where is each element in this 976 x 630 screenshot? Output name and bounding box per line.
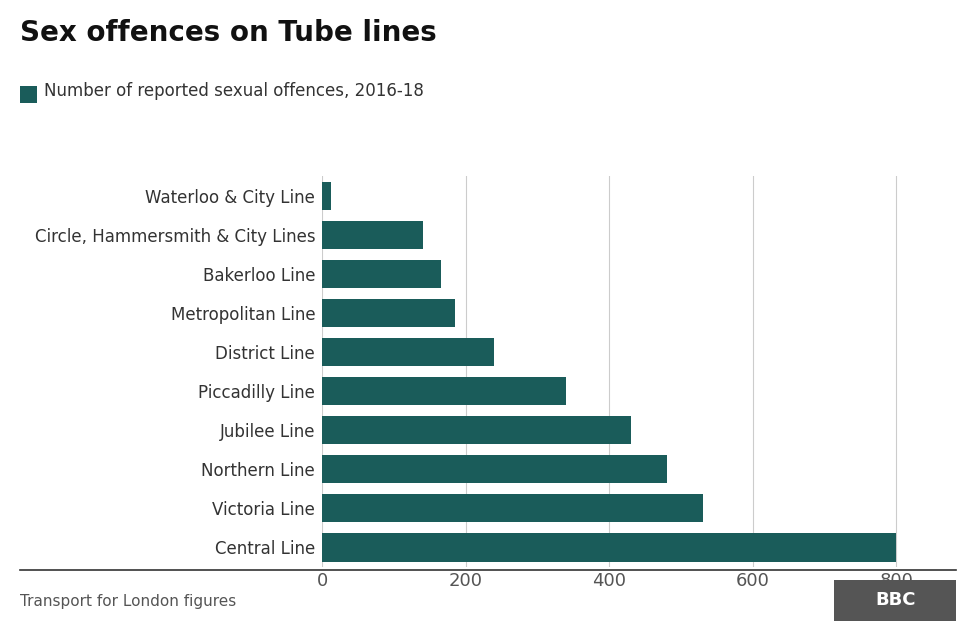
Bar xyxy=(322,416,630,444)
Bar xyxy=(322,534,897,561)
Bar xyxy=(322,299,455,327)
Bar xyxy=(322,221,423,249)
Bar xyxy=(322,260,440,288)
Bar xyxy=(322,338,495,366)
Bar xyxy=(322,495,703,522)
Text: Number of reported sexual offences, 2016-18: Number of reported sexual offences, 2016… xyxy=(44,83,424,100)
Bar xyxy=(322,182,331,210)
Text: Transport for London figures: Transport for London figures xyxy=(20,594,236,609)
Bar xyxy=(322,377,566,405)
Text: Sex offences on Tube lines: Sex offences on Tube lines xyxy=(20,19,436,47)
Text: BBC: BBC xyxy=(875,591,915,609)
Bar xyxy=(322,455,667,483)
